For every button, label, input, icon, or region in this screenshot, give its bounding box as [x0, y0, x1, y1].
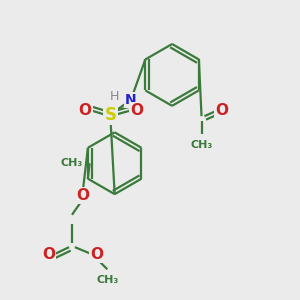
- Text: O: O: [79, 103, 92, 118]
- Text: O: O: [42, 247, 55, 262]
- Text: O: O: [76, 188, 89, 203]
- Text: CH₃: CH₃: [190, 140, 213, 150]
- Text: CH₃: CH₃: [96, 275, 118, 285]
- Text: H: H: [110, 91, 119, 103]
- Text: O: O: [91, 247, 103, 262]
- Text: CH₃: CH₃: [60, 158, 82, 168]
- Text: S: S: [104, 106, 116, 124]
- Text: O: O: [216, 103, 229, 118]
- Text: N: N: [125, 93, 137, 107]
- Text: O: O: [130, 103, 143, 118]
